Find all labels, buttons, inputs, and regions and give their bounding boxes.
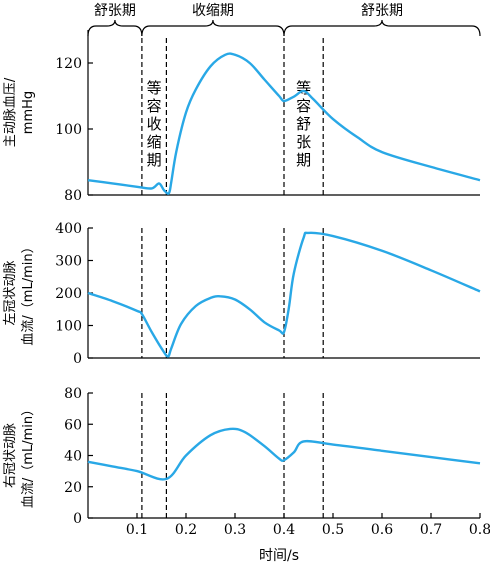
panel-3: 0 20 40 60 80 右冠状动脉 血流/（mL/min） (3, 386, 481, 527)
y-axis-label: mmHg (21, 91, 36, 134)
y-tick-label: 60 (64, 417, 82, 433)
annotation-char: 缩 (147, 133, 162, 151)
y-tick-label: 100 (55, 122, 82, 138)
annotation-char: 收 (147, 115, 162, 133)
y-tick-label: 0 (73, 511, 82, 527)
chart-panels: 80100120主动脉血压/mmHg等容收缩期等容舒张期010020030040… (3, 30, 481, 527)
phase-brace (283, 19, 481, 37)
x-tick-label: 0.4 (273, 522, 295, 538)
y-axis-label: 右冠状动脉 (3, 423, 18, 488)
series-line (87, 231, 481, 358)
y-tick-label: 80 (64, 386, 82, 402)
y-tick-label: 100 (55, 319, 82, 335)
y-tick-label: 20 (64, 480, 82, 496)
y-tick-label: 80 (64, 188, 82, 204)
annotation-char: 期 (147, 151, 162, 169)
annotation-char: 容 (296, 97, 311, 115)
x-tick-label: 0.2 (175, 522, 197, 538)
phase-brace (141, 19, 285, 37)
x-tick-label: 0.3 (224, 522, 246, 538)
y-tick-label: 0 (73, 351, 82, 367)
y-axis-label: 血流/（mL/min） (21, 403, 36, 508)
x-tick-label: 0.7 (420, 522, 442, 538)
phase-label: 舒张期 (94, 3, 136, 19)
annotation-char: 期 (296, 151, 311, 169)
x-tick-label: 0.6 (371, 522, 393, 538)
phase-label: 收缩期 (192, 3, 234, 19)
annotation-char: 容 (147, 97, 162, 115)
x-tick-label: 0.8 (469, 522, 490, 538)
y-axis-label: 血流/（mL/min） (21, 240, 36, 345)
phase-labels: 舒张期 收缩期 舒张期 (87, 3, 481, 37)
y-tick-label: 400 (55, 221, 82, 237)
x-axis-label: 时间/s (259, 548, 299, 564)
annotation-char: 等 (147, 79, 162, 97)
series-line (87, 52, 481, 195)
y-tick-label: 300 (55, 254, 82, 270)
annotation-char: 张 (296, 133, 311, 151)
annotation-char: 舒 (296, 115, 311, 133)
y-tick-label: 200 (55, 286, 82, 302)
phase-label: 舒张期 (361, 3, 403, 19)
x-tick-label: 0.5 (322, 522, 344, 538)
y-axis-label: 左冠状动脉 (3, 260, 18, 325)
x-axis: 0.1 0.2 0.3 0.4 0.5 0.6 0.7 0.8 时间/s (126, 513, 490, 564)
y-axis-label: 主动脉血压/ (3, 77, 18, 147)
panel-2: 0 100 200 300 400 左冠状动脉 血流/（mL/min） (3, 221, 481, 367)
y-tick-label: 120 (55, 56, 82, 72)
x-tick-label: 0.1 (126, 522, 148, 538)
y-tick-label: 40 (64, 449, 82, 465)
phase-brace (87, 19, 143, 37)
series-line (87, 427, 481, 481)
